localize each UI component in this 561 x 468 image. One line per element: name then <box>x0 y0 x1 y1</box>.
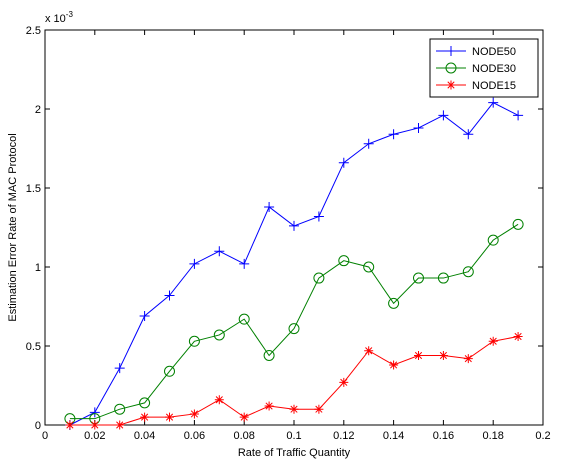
x-tick-label: 0.02 <box>84 430 105 442</box>
plus-marker <box>313 211 324 222</box>
legend-label: NODE50 <box>472 46 516 58</box>
y-tick-label: 1.5 <box>26 183 41 195</box>
plus-marker <box>239 258 250 269</box>
x-tick-label: 0.2 <box>535 430 550 442</box>
circle-marker <box>139 397 151 409</box>
legend-label: NODE15 <box>472 80 516 92</box>
asterisk-marker <box>414 350 423 360</box>
circle-marker <box>388 297 400 309</box>
y-tick-label: 2 <box>35 104 41 116</box>
circle-marker <box>413 272 424 284</box>
circle-marker <box>437 272 449 284</box>
plus-marker <box>289 220 299 231</box>
plus-marker <box>164 290 175 301</box>
x-tick-label: 0.06 <box>184 430 205 442</box>
legend: NODE50 NODE30 NODE15 <box>429 38 539 98</box>
asterisk-marker <box>165 412 174 422</box>
legend-label: NODE30 <box>472 63 516 75</box>
x-tick-label: 0.08 <box>233 430 254 442</box>
plus-marker <box>264 201 275 212</box>
plus-marker <box>388 129 399 140</box>
asterisk-marker <box>90 420 100 430</box>
series-line <box>69 223 519 420</box>
plus-marker <box>139 310 150 321</box>
x-tick-label: 0.14 <box>383 430 404 442</box>
y-tick-label: 0 <box>35 420 41 432</box>
legend-item-node30: NODE30 <box>436 62 516 75</box>
asterisk-marker <box>239 412 249 422</box>
asterisk-marker <box>513 332 523 342</box>
asterisk-marker <box>364 346 374 356</box>
circle-marker <box>512 218 524 230</box>
asterisk-marker <box>115 420 125 430</box>
x-tick-label: 0.1 <box>286 430 301 442</box>
plus-marker <box>338 157 349 168</box>
asterisk-marker <box>214 395 224 405</box>
circle-marker <box>338 255 350 267</box>
asterisk-marker <box>438 350 448 360</box>
asterisk-marker <box>463 354 473 364</box>
series-layer <box>64 97 524 430</box>
series-node50 <box>64 97 524 430</box>
plus-marker <box>463 129 474 140</box>
asterisk-marker <box>189 409 199 419</box>
series-node30 <box>64 218 524 425</box>
circle-marker <box>164 365 175 377</box>
plus-marker <box>488 97 499 108</box>
asterisk-marker <box>140 412 150 422</box>
plus-marker <box>446 46 456 56</box>
y-scale-multiplier: x 10-3 <box>45 10 73 25</box>
x-axis-label: Rate of Traffic Quantity <box>238 447 351 459</box>
y-tick-label: 0.5 <box>26 341 41 353</box>
asterisk-marker <box>65 420 75 430</box>
plus-marker <box>89 407 100 418</box>
asterisk-marker <box>488 336 498 346</box>
legend-item-node15: NODE15 <box>436 80 516 92</box>
y-scale-exponent: -3 <box>66 10 74 19</box>
plus-marker <box>513 110 524 121</box>
asterisk-marker <box>289 404 299 414</box>
x-tick-label: 0.12 <box>333 430 354 442</box>
x-axis: 0 0.02 0.04 0.06 0.08 0.1 0.12 0.14 0.16 0.18 0.2 <box>42 30 551 442</box>
asterisk-marker <box>389 360 399 370</box>
plus-marker <box>438 110 449 121</box>
y-axis: 0 0.5 1 1.5 2 2.5 <box>26 25 543 432</box>
x-tick-label: 0.16 <box>433 430 454 442</box>
series-node15 <box>65 332 523 430</box>
circle-marker <box>263 349 275 361</box>
circle-marker <box>213 329 225 341</box>
plus-marker <box>114 363 125 374</box>
circle-marker <box>188 335 200 347</box>
asterisk-marker <box>264 401 274 411</box>
x-tick-label: 0.18 <box>482 430 503 442</box>
y-tick-label: 2.5 <box>26 25 41 37</box>
y-tick-label: 1 <box>35 262 41 274</box>
circle-marker <box>114 403 126 415</box>
plus-marker <box>413 122 424 133</box>
asterisk-marker <box>446 80 456 90</box>
circle-marker <box>313 272 325 284</box>
y-axis-label: Estimation Error Rate of MAC Protocol <box>7 133 19 321</box>
x-tick-label: 0.04 <box>134 430 155 442</box>
circle-marker <box>462 266 474 278</box>
x-tick-label: 0 <box>42 430 48 442</box>
circle-marker <box>238 313 250 325</box>
plus-marker <box>189 258 200 269</box>
circle-marker <box>487 234 499 246</box>
asterisk-marker <box>314 404 324 414</box>
y-scale-base: x 10 <box>45 13 66 25</box>
circle-marker <box>288 323 300 335</box>
legend-item-node50: NODE50 <box>436 46 516 58</box>
plus-marker <box>363 138 374 149</box>
asterisk-marker <box>339 377 349 387</box>
circle-marker <box>445 62 457 74</box>
plus-marker <box>214 246 225 257</box>
circle-marker <box>363 261 375 273</box>
